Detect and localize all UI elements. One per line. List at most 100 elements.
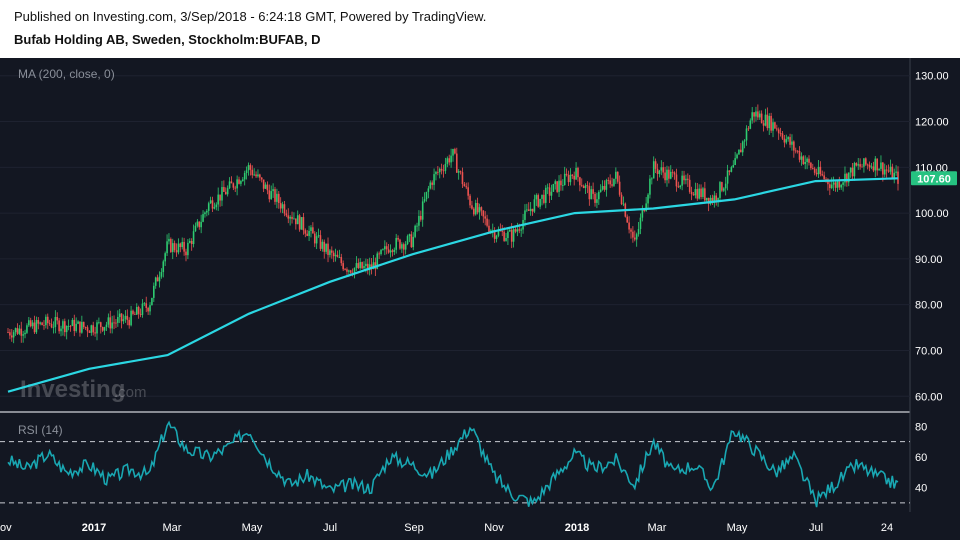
candle-body <box>58 320 60 332</box>
candle-body <box>836 181 839 188</box>
candle-body <box>327 243 329 255</box>
time-tick-label: 2017 <box>82 522 106 534</box>
time-tick-label: 2018 <box>565 522 589 534</box>
candle-body <box>98 322 100 324</box>
candle-body <box>806 158 808 162</box>
candle-body <box>524 210 526 220</box>
candle-body <box>516 229 519 232</box>
candle-body <box>20 328 23 336</box>
candle-body <box>770 115 772 131</box>
last-price-marker: 107.60 <box>911 171 957 186</box>
candle-body <box>495 235 498 239</box>
candle-body <box>762 123 765 126</box>
candle-body <box>800 156 803 160</box>
candle-body <box>378 253 380 255</box>
candle-body <box>410 234 413 248</box>
candle-body <box>257 174 259 177</box>
candle-body <box>662 167 664 173</box>
candle-body <box>730 167 733 172</box>
candle-body <box>435 171 437 175</box>
candle-body <box>747 128 750 130</box>
candle-body <box>283 204 286 214</box>
candle-body <box>893 172 896 179</box>
candle-body <box>433 174 435 185</box>
candle-body <box>478 207 481 213</box>
candle-body <box>556 181 558 192</box>
candle-body <box>560 180 562 186</box>
candle-body <box>639 217 642 229</box>
candle-body <box>395 237 397 250</box>
candle-body <box>467 187 469 196</box>
candle-body <box>170 238 172 253</box>
candle-body <box>215 204 218 208</box>
candle-body <box>245 170 248 173</box>
candle-body <box>656 168 659 174</box>
chart-background <box>0 58 960 540</box>
candle-body <box>726 170 729 184</box>
candle-body <box>113 322 115 324</box>
candle-body <box>185 251 187 256</box>
candle-body <box>696 189 699 199</box>
candle-body <box>705 197 708 201</box>
candle-body <box>503 231 505 241</box>
candle-body <box>755 111 757 117</box>
candle-body <box>260 177 263 180</box>
candle-body <box>537 195 540 207</box>
candle-body <box>105 324 108 328</box>
candle-body <box>60 328 62 332</box>
candle-body <box>86 327 89 332</box>
candle-body <box>143 303 146 305</box>
candle-body <box>429 182 432 189</box>
candle-body <box>878 168 880 171</box>
candle-body <box>876 158 878 171</box>
price-tick-label: 90.00 <box>915 254 943 266</box>
candle-body <box>287 215 290 219</box>
candle-body <box>579 177 581 186</box>
candle-body <box>346 269 348 272</box>
candle-body <box>213 207 216 209</box>
candle-body <box>73 319 76 331</box>
candle-body <box>321 241 324 249</box>
candle-body <box>590 189 593 200</box>
candle-body <box>65 325 68 333</box>
candle-body <box>562 185 564 186</box>
candle-body <box>67 325 70 327</box>
candle-body <box>334 254 337 257</box>
ma-200-line <box>7 177 899 393</box>
candle-body <box>671 171 674 173</box>
candle-body <box>293 218 295 220</box>
candle-body <box>171 243 174 253</box>
candle-body <box>632 231 634 238</box>
candle-body <box>145 303 148 308</box>
candle-body <box>838 181 841 188</box>
candle-body <box>652 161 655 179</box>
candle-body <box>62 321 64 329</box>
candle-body <box>626 216 629 223</box>
candle-body <box>550 191 553 196</box>
candle-body <box>819 166 822 175</box>
candle-body <box>181 241 184 248</box>
candle-body <box>717 197 719 201</box>
candle-body <box>794 150 797 152</box>
candle-body <box>808 158 810 163</box>
candle-body <box>846 173 848 183</box>
candle-body <box>459 171 462 173</box>
candle-body <box>870 166 873 168</box>
candle-body <box>527 209 530 211</box>
candle-body <box>31 322 34 327</box>
candle-body <box>107 317 110 325</box>
candle-body <box>331 250 333 253</box>
candle-body <box>832 182 835 185</box>
candle-body <box>863 158 865 167</box>
candle-body <box>558 180 560 192</box>
candle-body <box>302 217 305 231</box>
candle-body <box>474 202 477 215</box>
candle-body <box>476 202 479 213</box>
last-price-badge <box>911 171 957 186</box>
candle-body <box>202 214 204 222</box>
candle-body <box>764 114 767 126</box>
candle-body <box>50 323 53 328</box>
candle-body <box>569 174 572 183</box>
candle-body <box>738 149 740 155</box>
